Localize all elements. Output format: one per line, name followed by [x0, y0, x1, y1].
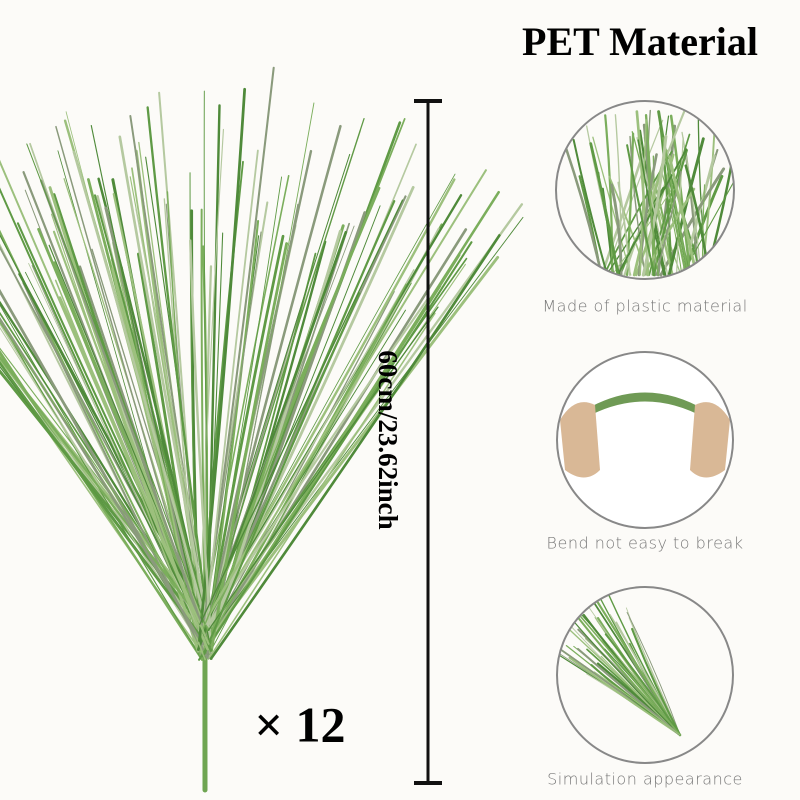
grass-blade: [563, 143, 603, 277]
feature-circle: [556, 351, 734, 529]
grass-blade: [646, 148, 660, 276]
grass-blade: [568, 656, 681, 736]
size-label: 60cm/23.62inch: [373, 350, 403, 529]
feature-photo: [557, 352, 733, 528]
dimension-line: [414, 99, 442, 785]
grass-blade: [54, 279, 206, 661]
grass-blade: [198, 241, 473, 661]
grass-blade: [118, 135, 213, 640]
grass-blade: [668, 155, 699, 277]
grass-blade: [207, 306, 439, 631]
grass-blade: [629, 135, 646, 276]
grass-blade: [90, 124, 207, 649]
grass-blade: [669, 114, 692, 277]
grass-blade: [199, 199, 404, 625]
grass-blade: [93, 194, 212, 639]
grass-blade: [575, 610, 681, 736]
grass-blade: [28, 263, 199, 629]
grass-blade: [641, 135, 668, 277]
grass-blade: [204, 290, 395, 644]
grass-blade: [604, 633, 682, 737]
grass-blade: [200, 178, 456, 629]
hand: [560, 402, 600, 478]
grass-blade: [589, 142, 620, 277]
grass-blade: [189, 172, 199, 636]
grass-blade: [0, 316, 200, 638]
grass-blade: [204, 176, 283, 650]
feature-circle: [556, 586, 734, 764]
quantity-label: × 12: [255, 696, 346, 752]
grass-blade: [655, 170, 682, 276]
grass-blade: [626, 144, 656, 277]
circle-frame: [556, 586, 734, 764]
grass-blade: [617, 181, 631, 276]
grass-blade: [202, 251, 352, 629]
grass-blade: [210, 228, 468, 636]
grass-blade: [626, 611, 681, 736]
grass-blade: [26, 143, 208, 632]
grass-blade: [662, 137, 690, 276]
grass-blade: [207, 312, 436, 660]
feature-label: Bend not easy to break: [547, 534, 744, 553]
grass-blade: [573, 621, 681, 736]
grass-blade: [0, 234, 208, 640]
grass-blade: [593, 671, 681, 736]
grass-blade: [667, 187, 688, 277]
grass-blade: [72, 150, 210, 631]
grass-blade: [639, 119, 647, 276]
grass-blade: [667, 137, 705, 277]
grass-blade: [0, 159, 210, 645]
grass-blade: [604, 114, 614, 277]
grass-blade: [203, 292, 361, 655]
grass-blade: [0, 321, 202, 623]
grass-blade: [205, 297, 430, 628]
grass-blade: [631, 627, 682, 737]
grass-blade: [642, 187, 696, 277]
hand: [690, 402, 730, 478]
circle-frame: [555, 100, 735, 280]
grass-blade: [203, 90, 211, 644]
circle-frame: [556, 351, 734, 529]
grass-blade: [610, 183, 623, 277]
feature-label: Made of plastic material: [542, 297, 747, 316]
grass-blade: [660, 166, 683, 276]
feature-circle: [555, 100, 735, 280]
grass-blade: [0, 355, 210, 631]
feature-label: Simulation appearance: [547, 770, 743, 789]
bent-leaf: [585, 392, 705, 418]
grass-bunch: [0, 66, 524, 793]
grass-blade: [209, 185, 415, 628]
grass-blade: [623, 109, 686, 277]
grass-blade: [146, 106, 210, 630]
grass-blade: [0, 187, 204, 633]
grass-blade: [209, 234, 501, 660]
grass-blade: [572, 138, 609, 277]
title: PET Material: [522, 19, 758, 64]
feature-photo: [563, 109, 734, 277]
grass-blade: [198, 128, 225, 632]
grass-blade: [65, 111, 208, 633]
grass-blade: [189, 239, 212, 625]
feature-photo: [557, 588, 682, 737]
grass-blade: [204, 149, 259, 626]
grass-blade: [659, 167, 726, 277]
